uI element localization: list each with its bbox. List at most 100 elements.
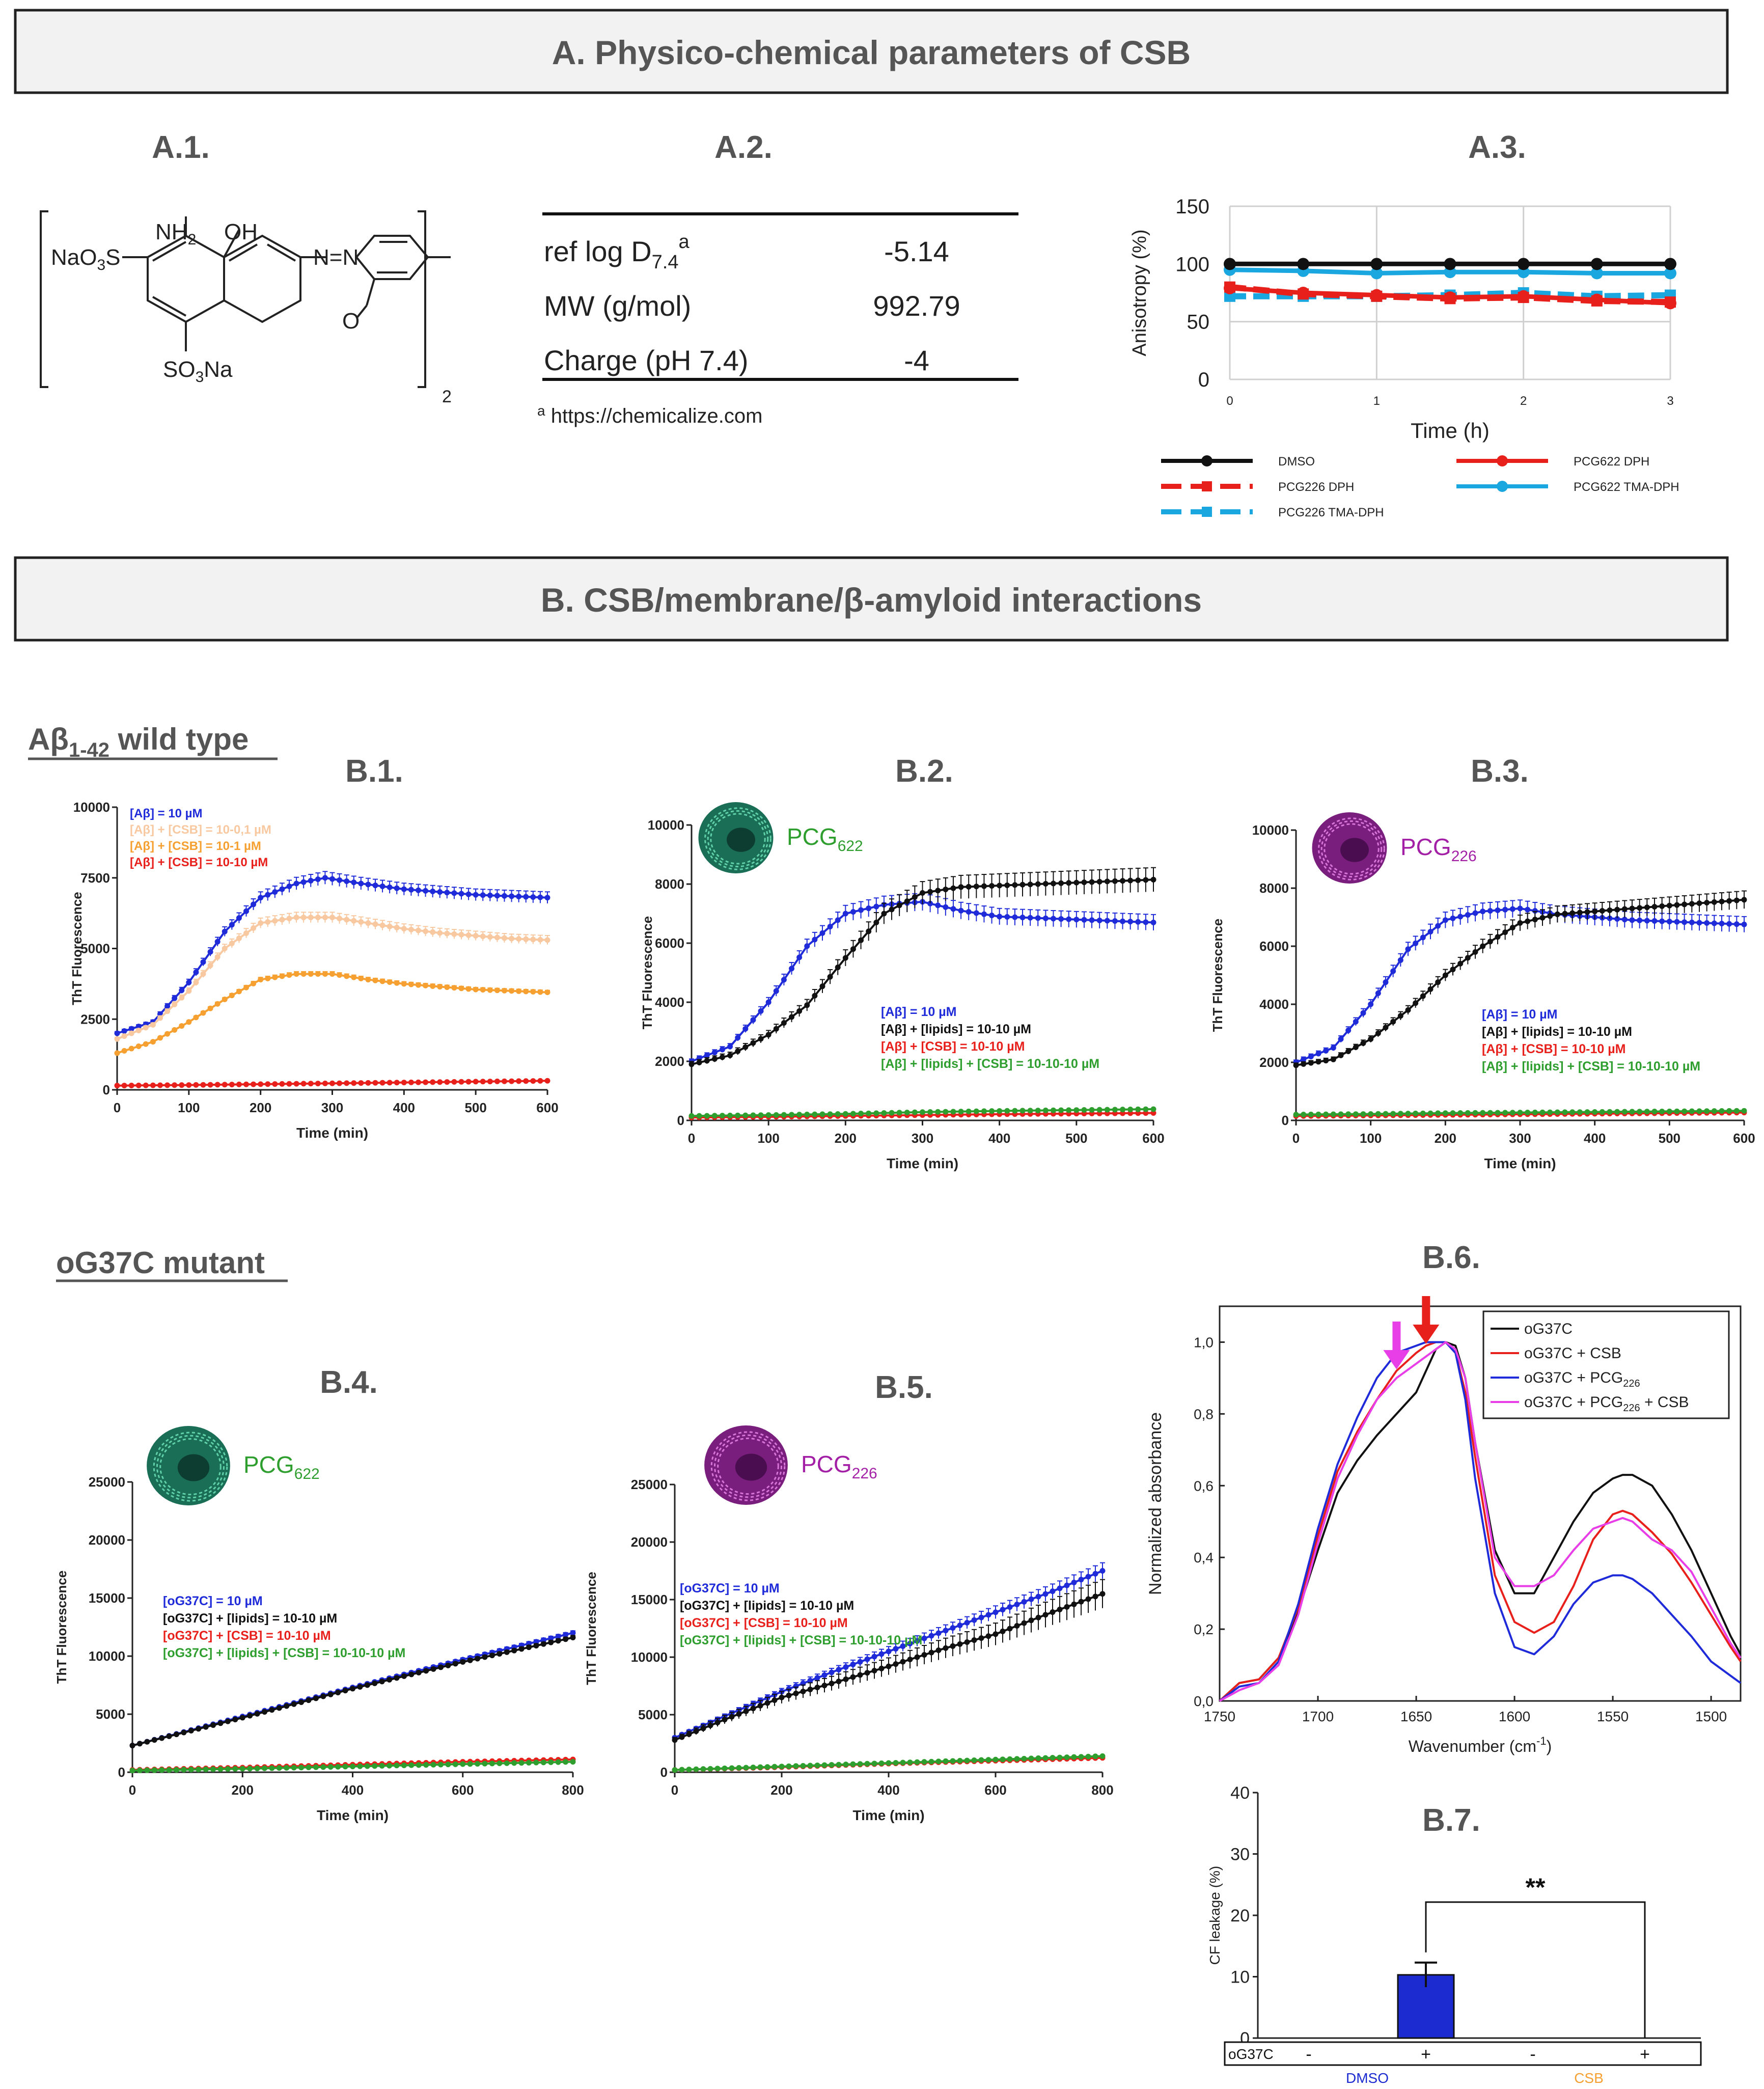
x-tick-label: 500: [1065, 1131, 1087, 1146]
data-point: [229, 1082, 235, 1088]
category-row-label: oG37C: [1228, 2046, 1274, 2062]
vesicle-ring: [1324, 823, 1380, 875]
data-point: [511, 1760, 517, 1766]
y-axis-title: ThT Fluorescence: [69, 892, 85, 1005]
data-point: [293, 971, 299, 977]
data-point: [335, 1689, 341, 1695]
y-axis-title: Normalized absorbance: [1146, 1412, 1165, 1595]
data-point: [497, 1651, 503, 1657]
data-point: [878, 1760, 885, 1766]
data-point: [1383, 979, 1389, 985]
data-point: [1405, 1111, 1411, 1117]
data-point: [164, 1082, 171, 1088]
data-point: [172, 995, 178, 1001]
data-point: [544, 937, 550, 943]
data-point: [1390, 1019, 1396, 1025]
data-point: [781, 1020, 787, 1026]
data-point: [1019, 1108, 1026, 1114]
x-tick-label: 1600: [1499, 1709, 1530, 1724]
panel-b1-label: B.1.: [345, 754, 403, 789]
data-point: [387, 884, 393, 890]
data-point: [1104, 918, 1110, 924]
data-point: [258, 920, 264, 926]
data-point: [313, 1764, 319, 1770]
vesicle-label: PCG226: [801, 1451, 877, 1482]
y-tick-label: 4000: [1259, 997, 1289, 1012]
data-point: [114, 1050, 120, 1056]
data-point: [494, 987, 500, 994]
data-point: [704, 1113, 710, 1119]
y-axis-title: ThT Fluorescence: [584, 1572, 599, 1685]
y-tick-label: 0: [677, 1113, 684, 1128]
category-sign: +: [1640, 2045, 1650, 2064]
data-point: [1071, 1601, 1077, 1607]
data-point: [1554, 1109, 1560, 1115]
data-point: [1042, 1107, 1049, 1113]
data-point: [1397, 1111, 1403, 1117]
y-axis-title: CF leakage (%): [1207, 1866, 1223, 1965]
data-point: [437, 930, 443, 936]
data-point: [322, 1080, 328, 1086]
data-point: [1719, 921, 1725, 927]
data-point: [957, 1641, 963, 1647]
data-point: [1064, 1754, 1070, 1761]
data-point: [758, 1112, 764, 1118]
data-point: [423, 1079, 429, 1085]
data-point: [365, 977, 371, 983]
naso3-label: NaO3S: [51, 245, 121, 273]
panel-b5-label: B.5.: [875, 1370, 933, 1405]
data-point: [1457, 960, 1464, 967]
data-point: [279, 886, 285, 892]
data-point: [1741, 897, 1747, 903]
data-point: [707, 1722, 713, 1728]
data-point: [1027, 1108, 1033, 1114]
data-point: [286, 916, 292, 922]
data-point: [473, 986, 479, 993]
x-tick-label: 100: [757, 1131, 779, 1146]
data-point: [516, 893, 522, 899]
legend-entry: [Aβ] + [lipids] = 10-10 µM: [881, 1022, 1031, 1036]
x-tick-label: 0: [688, 1131, 695, 1146]
data-point: [1682, 1108, 1688, 1114]
x-tick-label: 1650: [1400, 1709, 1432, 1724]
data-point: [750, 1040, 756, 1046]
data-point: [935, 1647, 942, 1653]
data-point: [1741, 1108, 1747, 1114]
data-point: [480, 933, 486, 940]
data-point: [229, 922, 235, 928]
data-point: [729, 1714, 735, 1720]
data-point: [814, 1675, 820, 1681]
data-point: [337, 1080, 343, 1086]
data-point: [188, 1727, 194, 1734]
data-point: [473, 1079, 479, 1085]
data-point: [279, 1081, 285, 1087]
data-point: [993, 1756, 999, 1763]
data-point: [857, 1761, 863, 1767]
data-point: [921, 1652, 927, 1658]
data-point: [866, 905, 872, 912]
data-point: [1066, 916, 1072, 922]
data-point: [357, 1684, 363, 1690]
data-point: [858, 1111, 864, 1117]
data-point: [458, 985, 464, 992]
data-point: [526, 1644, 532, 1651]
data-series: [672, 1562, 1106, 1741]
data-point: [300, 879, 307, 885]
data-point: [217, 1766, 224, 1772]
data-point: [978, 1757, 984, 1763]
data-point: [511, 1647, 517, 1654]
data-point: [1092, 1571, 1098, 1577]
data-point: [144, 1767, 150, 1773]
data-point: [497, 1761, 503, 1767]
data-point: [719, 1054, 725, 1060]
data-point: [509, 988, 515, 994]
legend-entry: [Aβ] = 10 µM: [130, 807, 203, 820]
data-point: [1308, 1060, 1314, 1066]
data-point: [1353, 1044, 1359, 1050]
data-point: [793, 1690, 799, 1696]
data-point: [896, 902, 902, 909]
data-point: [1089, 917, 1095, 923]
data-point: [179, 995, 185, 1001]
data-point: [258, 895, 264, 901]
legend-item: PCG622 TMA-DPH: [1456, 480, 1679, 494]
